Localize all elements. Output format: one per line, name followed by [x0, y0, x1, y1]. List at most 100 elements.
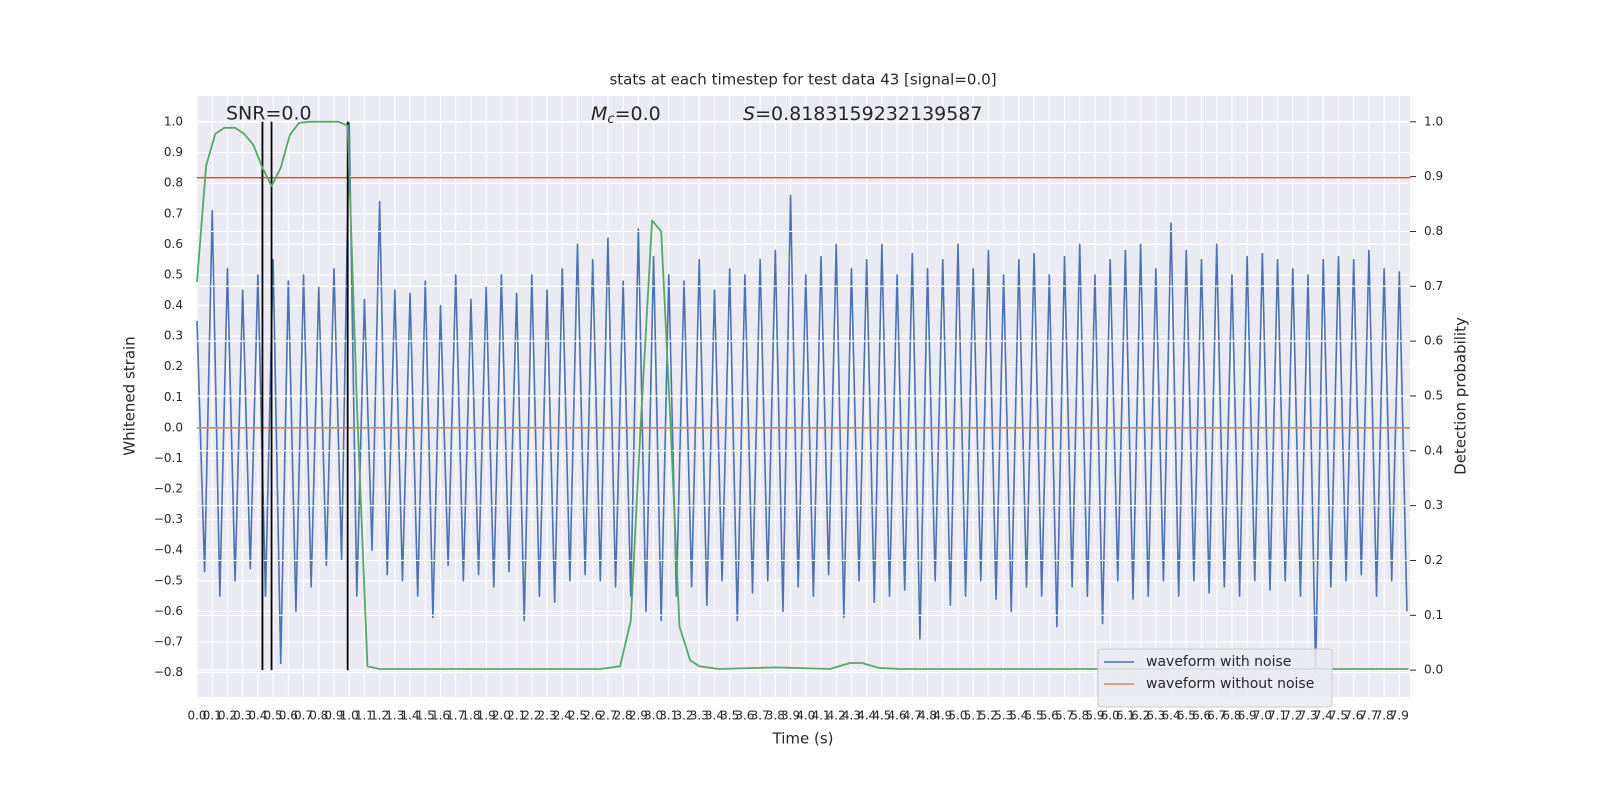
x-tick-label: 1.5	[416, 709, 435, 723]
y-tick-label: 0.6	[164, 237, 183, 251]
x-tick-label: 2.1	[507, 709, 526, 723]
x-tick-label: 7.5	[1329, 709, 1348, 723]
x-tick-label: 5.4	[1009, 709, 1028, 723]
x-tick-label: 5.3	[994, 709, 1013, 723]
y-axis-label: Whitened strain	[121, 336, 139, 455]
x-tick-label: 0.8	[309, 709, 328, 723]
legend-label: waveform without noise	[1146, 676, 1314, 692]
x-tick-label: 1.4	[401, 709, 420, 723]
x-tick-label: 2.0	[492, 709, 511, 723]
y-tick-label: 0.9	[164, 145, 183, 159]
x-tick-label: 3.8	[766, 709, 785, 723]
series-line	[196, 120, 1409, 670]
annotation-text: =0.8183159232139587	[755, 103, 982, 125]
x-tick-label: 7.6	[1344, 709, 1363, 723]
y-tick-label: −0.1	[154, 451, 183, 465]
x-tick-label: 3.6	[735, 709, 754, 723]
x-tick-label: 1.2	[370, 709, 389, 723]
y-tick-label: 1.0	[164, 114, 183, 128]
x-tick-label: 5.9	[1085, 709, 1104, 723]
y-tick-label: 0.0	[164, 420, 183, 434]
x-tick-label: 0.2	[218, 709, 237, 723]
annotation-text: =0.0	[615, 103, 661, 125]
annotation: Mc=0.0	[591, 103, 661, 127]
x-tick-label: 6.0	[1101, 709, 1120, 723]
overlay	[196, 120, 1416, 671]
x-tick-label: 6.9	[1238, 709, 1257, 723]
x-tick-label: 3.5	[720, 709, 739, 723]
y2-tick-label: 0.6	[1424, 334, 1443, 348]
x-tick-label: 6.5	[1177, 709, 1196, 723]
y-tick-label: 0.2	[164, 359, 183, 373]
y2-tick-label: 0.9	[1424, 169, 1443, 183]
x-tick-label: 2.7	[598, 709, 617, 723]
y2-tick-label: 0.3	[1424, 498, 1443, 512]
y-tick-label: −0.6	[154, 604, 183, 618]
x-tick-label: 1.3	[385, 709, 404, 723]
x-tick-label: 0.7	[294, 709, 313, 723]
x-tick-label: 0.9	[324, 709, 343, 723]
x-tick-label: 6.3	[1146, 709, 1165, 723]
x-tick-label: 7.0	[1253, 709, 1272, 723]
y-tick-label: −0.2	[154, 482, 183, 496]
x-tick-label: 4.8	[918, 709, 937, 723]
x-tick-label: 3.0	[644, 709, 663, 723]
x-tick-label: 3.1	[659, 709, 678, 723]
x-tick-label: 4.1	[811, 709, 830, 723]
annotation-symbol: M	[591, 103, 607, 125]
x-tick-label: 2.5	[568, 709, 587, 723]
y2-tick-label: 0.2	[1424, 553, 1443, 567]
x-tick-label: 6.4	[1162, 709, 1181, 723]
x-tick-label: 4.2	[827, 709, 846, 723]
marks	[196, 121, 1410, 674]
x-tick-label: 4.6	[888, 709, 907, 723]
y-tick-label: −0.7	[154, 634, 183, 648]
legend-label: waveform with noise	[1146, 654, 1291, 670]
y2-tick-label: 0.7	[1424, 279, 1443, 293]
y-tick-label: 0.3	[164, 329, 183, 343]
x-tick-label: 3.7	[751, 709, 770, 723]
x-tick-label: 4.7	[903, 709, 922, 723]
x-tick-label: 2.6	[583, 709, 602, 723]
x-tick-label: 6.6	[1192, 709, 1211, 723]
x-tick-label: 5.8	[1070, 709, 1089, 723]
legend-box	[1097, 648, 1333, 708]
x-tick-label: 0.0	[187, 709, 206, 723]
chart-title: stats at each timestep for test data 43 …	[609, 71, 996, 89]
x-tick-label: 2.8	[614, 709, 633, 723]
x-tick-label: 6.8	[1222, 709, 1241, 723]
x-tick-label: 0.5	[264, 709, 283, 723]
x-tick-label: 5.1	[964, 709, 983, 723]
x-tick-label: 2.3	[538, 709, 557, 723]
x-tick-label: 2.9	[629, 709, 648, 723]
x-tick-label: 3.3	[690, 709, 709, 723]
y-tick-label: 0.7	[164, 206, 183, 220]
x-tick-label: 3.4	[705, 709, 724, 723]
x-tick-label: 6.7	[1207, 709, 1226, 723]
y-tick-label: 0.1	[164, 390, 183, 404]
x-tick-label: 6.2	[1131, 709, 1150, 723]
annotation: SNR=0.0	[226, 103, 312, 125]
y2-tick-label: 0.5	[1424, 388, 1443, 402]
y2-tick-label: 0.4	[1424, 443, 1443, 457]
y-tick-label: 0.8	[164, 176, 183, 190]
y-tick-label: −0.8	[154, 665, 183, 679]
x-tick-label: 7.9	[1390, 709, 1409, 723]
y-tick-label: −0.4	[154, 543, 183, 557]
x-tick-label: 4.9	[933, 709, 952, 723]
x-tick-label: 2.4	[553, 709, 572, 723]
x-tick-label: 4.4	[857, 709, 876, 723]
x-tick-label: 6.1	[1116, 709, 1135, 723]
x-tick-label: 7.2	[1283, 709, 1302, 723]
x-tick-label: 1.6	[431, 709, 450, 723]
x-tick-label: 1.8	[461, 709, 480, 723]
annotation-symbol: S	[743, 103, 755, 125]
x-tick-label: 3.9	[781, 709, 800, 723]
y-tick-label: 0.4	[164, 298, 183, 312]
annotation-subscript: c	[607, 112, 614, 127]
x-tick-label: 0.3	[233, 709, 252, 723]
x-tick-label: 1.7	[446, 709, 465, 723]
y2-axis-label: Detection probability	[1452, 317, 1470, 475]
annotation: S=0.8183159232139587	[743, 103, 983, 125]
